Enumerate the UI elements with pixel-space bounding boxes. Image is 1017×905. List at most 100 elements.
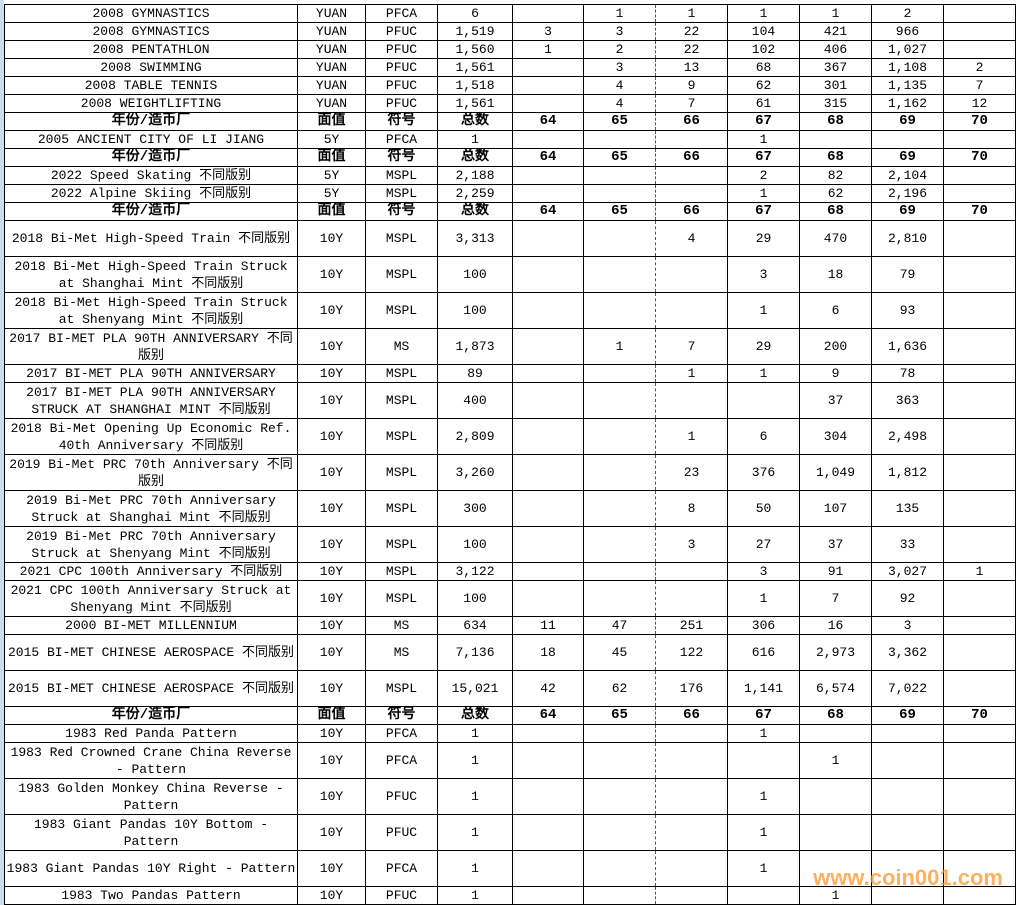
header-cell-grade-67[interactable]: 67 <box>727 202 800 221</box>
cell-grade-69[interactable]: 79 <box>871 256 944 293</box>
cell-symbol[interactable]: PFCA <box>365 724 438 743</box>
cell-name[interactable]: 1983 Two Pandas Pattern <box>4 886 298 905</box>
header-cell-grade-64[interactable]: 64 <box>512 148 584 167</box>
cell-grade-69[interactable]: 363 <box>871 382 944 419</box>
cell-grade-69[interactable]: 3,362 <box>871 634 944 671</box>
cell-grade-65[interactable] <box>583 130 656 149</box>
cell-grade-70[interactable]: 1 <box>943 562 1016 581</box>
cell-face-value[interactable]: 5Y <box>297 184 366 203</box>
cell-grade-69[interactable]: 1,812 <box>871 454 944 491</box>
cell-name[interactable]: 2019 Bi-Met PRC 70th Anniversary 不同版别 <box>4 454 298 491</box>
cell-grade-67[interactable]: 1,141 <box>727 670 800 707</box>
cell-total[interactable]: 1 <box>437 886 513 905</box>
cell-grade-67[interactable] <box>727 886 800 905</box>
header-cell-symbol[interactable]: 符号 <box>365 202 438 221</box>
cell-grade-70[interactable] <box>943 454 1016 491</box>
cell-grade-70[interactable] <box>943 328 1016 365</box>
cell-grade-70[interactable] <box>943 490 1016 527</box>
cell-grade-64[interactable] <box>512 76 584 95</box>
cell-symbol[interactable]: PFUC <box>365 814 438 851</box>
cell-name[interactable]: 2005 ANCIENT CITY OF LI JIANG <box>4 130 298 149</box>
cell-grade-68[interactable] <box>799 778 872 815</box>
cell-grade-64[interactable] <box>512 382 584 419</box>
cell-grade-65[interactable]: 47 <box>583 616 656 635</box>
cell-grade-68[interactable]: 37 <box>799 382 872 419</box>
cell-symbol[interactable]: PFUC <box>365 778 438 815</box>
cell-grade-70[interactable] <box>943 886 1016 905</box>
header-cell-grade-65[interactable]: 65 <box>583 112 656 131</box>
header-cell-total[interactable]: 总数 <box>437 112 513 131</box>
cell-name[interactable]: 1983 Red Crowned Crane China Reverse - P… <box>4 742 298 779</box>
cell-grade-65[interactable]: 3 <box>583 22 656 41</box>
cell-name[interactable]: 2015 BI-MET CHINESE AEROSPACE 不同版别 <box>4 634 298 671</box>
cell-grade-64[interactable] <box>512 562 584 581</box>
cell-face-value[interactable]: 10Y <box>297 490 366 527</box>
cell-total[interactable]: 1,519 <box>437 22 513 41</box>
cell-grade-66[interactable]: 176 <box>655 670 728 707</box>
header-cell-symbol[interactable]: 符号 <box>365 112 438 131</box>
cell-symbol[interactable]: MSPL <box>365 220 438 257</box>
header-cell-grade-68[interactable]: 68 <box>799 112 872 131</box>
cell-grade-66[interactable]: 122 <box>655 634 728 671</box>
cell-grade-64[interactable] <box>512 328 584 365</box>
cell-grade-64[interactable] <box>512 454 584 491</box>
cell-grade-65[interactable] <box>583 886 656 905</box>
cell-name[interactable]: 2008 GYMNASTICS <box>4 22 298 41</box>
header-cell-total[interactable]: 总数 <box>437 148 513 167</box>
cell-grade-69[interactable]: 33 <box>871 526 944 563</box>
cell-total[interactable]: 300 <box>437 490 513 527</box>
cell-total[interactable]: 2,259 <box>437 184 513 203</box>
cell-total[interactable]: 2,188 <box>437 166 513 185</box>
cell-grade-69[interactable]: 2,810 <box>871 220 944 257</box>
header-cell-grade-67[interactable]: 67 <box>727 148 800 167</box>
cell-grade-67[interactable]: 1 <box>727 4 800 23</box>
cell-grade-65[interactable] <box>583 220 656 257</box>
cell-grade-65[interactable] <box>583 742 656 779</box>
cell-symbol[interactable]: MS <box>365 634 438 671</box>
cell-grade-64[interactable]: 11 <box>512 616 584 635</box>
cell-name[interactable]: 1983 Red Panda Pattern <box>4 724 298 743</box>
cell-total[interactable]: 1 <box>437 724 513 743</box>
cell-face-value[interactable]: 10Y <box>297 328 366 365</box>
cell-face-value[interactable]: 5Y <box>297 130 366 149</box>
cell-grade-67[interactable] <box>727 382 800 419</box>
cell-grade-70[interactable] <box>943 130 1016 149</box>
cell-grade-67[interactable]: 376 <box>727 454 800 491</box>
cell-grade-68[interactable]: 18 <box>799 256 872 293</box>
cell-grade-66[interactable]: 23 <box>655 454 728 491</box>
cell-face-value[interactable]: 5Y <box>297 166 366 185</box>
cell-grade-65[interactable] <box>583 490 656 527</box>
cell-grade-66[interactable] <box>655 184 728 203</box>
header-cell-grade-66[interactable]: 66 <box>655 112 728 131</box>
cell-total[interactable]: 100 <box>437 256 513 293</box>
cell-grade-69[interactable]: 2,196 <box>871 184 944 203</box>
cell-total[interactable]: 1,518 <box>437 76 513 95</box>
cell-grade-65[interactable]: 1 <box>583 328 656 365</box>
cell-grade-65[interactable] <box>583 364 656 383</box>
cell-face-value[interactable]: 10Y <box>297 364 366 383</box>
cell-grade-66[interactable]: 8 <box>655 490 728 527</box>
cell-grade-66[interactable] <box>655 742 728 779</box>
cell-total[interactable]: 3,260 <box>437 454 513 491</box>
cell-face-value[interactable]: YUAN <box>297 58 366 77</box>
cell-grade-68[interactable]: 91 <box>799 562 872 581</box>
cell-face-value[interactable]: YUAN <box>297 94 366 113</box>
cell-grade-64[interactable] <box>512 256 584 293</box>
cell-grade-68[interactable]: 367 <box>799 58 872 77</box>
header-cell-name[interactable]: 年份/造币厂 <box>4 148 298 167</box>
cell-grade-67[interactable]: 2 <box>727 166 800 185</box>
cell-grade-70[interactable] <box>943 580 1016 617</box>
cell-grade-68[interactable]: 9 <box>799 364 872 383</box>
cell-face-value[interactable]: 10Y <box>297 616 366 635</box>
cell-total[interactable]: 400 <box>437 382 513 419</box>
cell-grade-70[interactable] <box>943 256 1016 293</box>
cell-grade-65[interactable] <box>583 724 656 743</box>
cell-grade-65[interactable] <box>583 814 656 851</box>
header-cell-grade-64[interactable]: 64 <box>512 112 584 131</box>
header-cell-grade-69[interactable]: 69 <box>871 706 944 725</box>
cell-symbol[interactable]: MSPL <box>365 562 438 581</box>
cell-face-value[interactable]: 10Y <box>297 562 366 581</box>
cell-grade-70[interactable] <box>943 850 1016 887</box>
cell-name[interactable]: 2018 Bi-Met High-Speed Train 不同版别 <box>4 220 298 257</box>
cell-grade-64[interactable] <box>512 742 584 779</box>
